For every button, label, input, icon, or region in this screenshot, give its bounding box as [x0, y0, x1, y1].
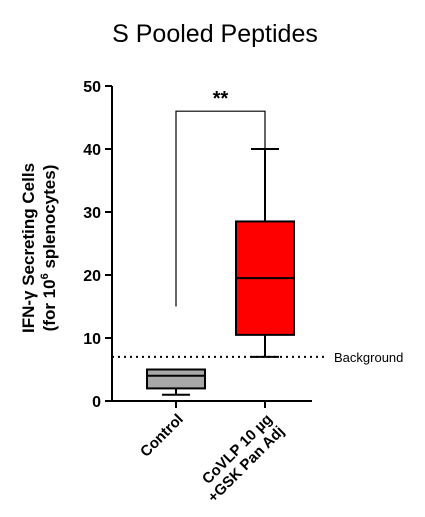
- significance-bracket: [175, 110, 266, 307]
- y-axis-label-line2-pre: (for 10: [40, 279, 59, 331]
- significance-label: **: [213, 88, 229, 110]
- y-tick-label: 30: [83, 205, 101, 222]
- x-category-label: CoVLP 10 µg+GSK Pan Adj: [193, 411, 288, 506]
- y-tick-label: 10: [83, 331, 101, 348]
- box-1: [235, 148, 295, 358]
- y-tick-label: 20: [83, 268, 101, 285]
- reference-line-label: Background: [334, 350, 403, 365]
- chart-title: S Pooled Peptides: [112, 20, 318, 48]
- box-body: [146, 368, 206, 390]
- y-tick-label: 0: [92, 394, 101, 411]
- box-0: [146, 368, 206, 396]
- y-axis-label-line2-sup: 6: [39, 273, 51, 279]
- y-tick-label: 50: [83, 79, 101, 96]
- x-category-label-line: Control: [137, 411, 187, 461]
- y-axis-label-line2: (for 106 splenocytes): [39, 165, 59, 332]
- y-tick-label: 40: [83, 142, 101, 159]
- plot-area: 0 10 20 30 40 50 Background ** Control CoVLP 10 µ…: [83, 79, 403, 506]
- y-axis-label-line1: IFN-γ Secreting Cells: [19, 163, 38, 333]
- y-axis-label-line2-post: splenocytes): [40, 165, 59, 274]
- x-category-label: Control: [137, 411, 187, 461]
